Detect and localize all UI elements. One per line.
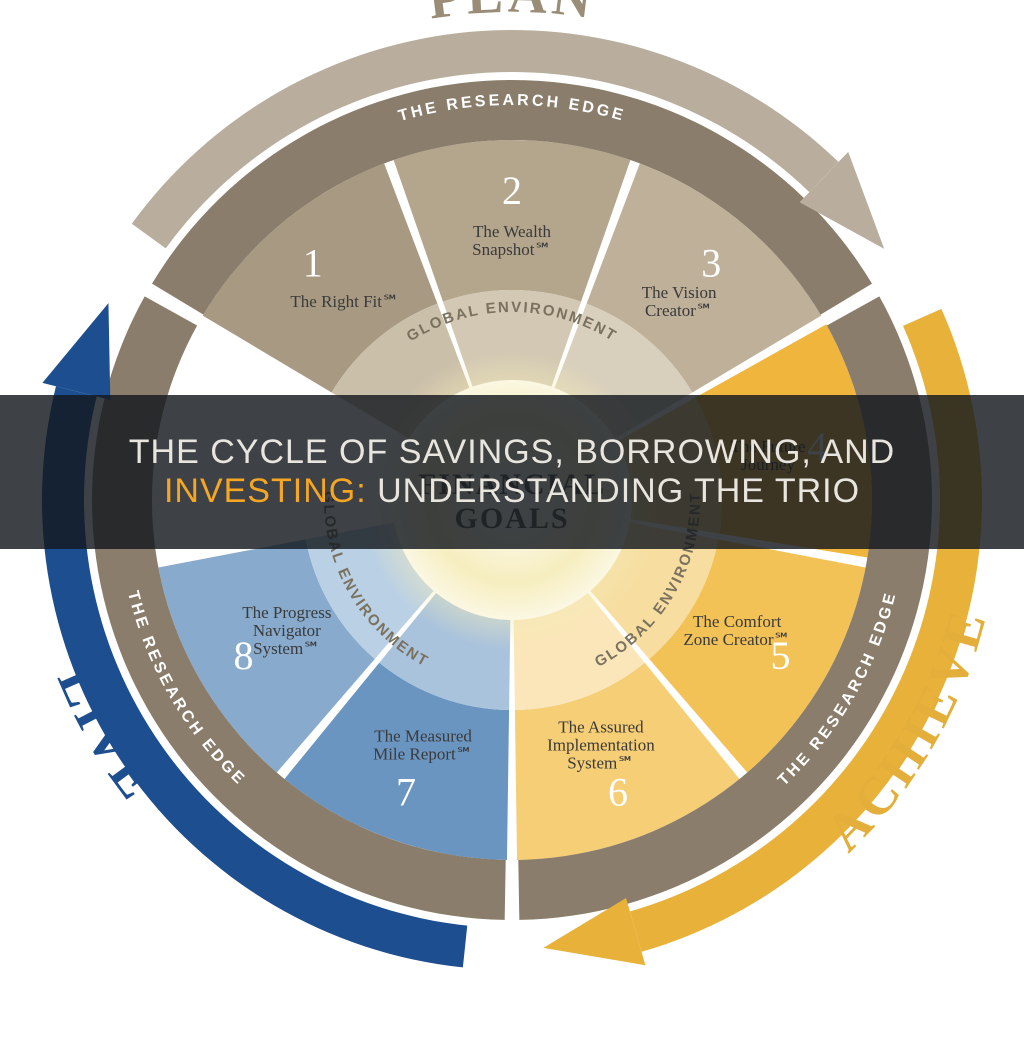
wedge-title-5-l0: The Comfort <box>693 612 782 631</box>
wedge-mid-2 <box>394 140 631 302</box>
wedge-number-8: 8 <box>234 633 254 678</box>
wedge-title-6-l2: System℠ <box>567 753 634 772</box>
wedge-title-7-l1: Mile Report℠ <box>373 744 473 763</box>
section-label-plan: PLAN <box>425 0 600 30</box>
overlay-line-1: THE CYCLE OF SAVINGS, BORROWING, AND <box>40 433 984 472</box>
overlay-rest: UNDERSTANDING THE TRIO <box>367 472 860 510</box>
overlay-line-2: INVESTING: UNDERSTANDING THE TRIO <box>40 472 984 511</box>
arrow-head-live <box>42 303 110 400</box>
wedge-number-3: 3 <box>701 241 721 286</box>
title-overlay: THE CYCLE OF SAVINGS, BORROWING, AND INV… <box>0 395 1024 549</box>
overlay-highlight: INVESTING: <box>164 472 367 510</box>
wedge-title-8-l2: System℠ <box>253 639 320 658</box>
wedge-title-3-l1: Creator℠ <box>645 301 713 320</box>
wedge-title-2-l0: The Wealth <box>473 222 552 241</box>
wedge-title-2-l1: Snapshot℠ <box>472 240 552 259</box>
wedge-title-7-l0: The Measured <box>374 726 472 745</box>
wedge-title-8-l1: Navigator <box>253 621 321 640</box>
wedge-number-7: 7 <box>396 769 416 814</box>
wedge-title-3-l0: The Vision <box>642 283 717 302</box>
wedge-title-5-l1: Zone Creator℠ <box>683 630 791 649</box>
wedge-number-6: 6 <box>608 769 628 814</box>
wedge-number-1: 1 <box>303 241 323 286</box>
wedge-title-6-l1: Implementation <box>547 735 655 754</box>
wedge-number-2: 2 <box>502 168 522 213</box>
wedge-title-6-l0: The Assured <box>558 717 644 736</box>
wedge-title-8-l0: The Progress <box>242 603 331 622</box>
wedge-title-1-l0: The Right Fit℠ <box>290 292 399 311</box>
